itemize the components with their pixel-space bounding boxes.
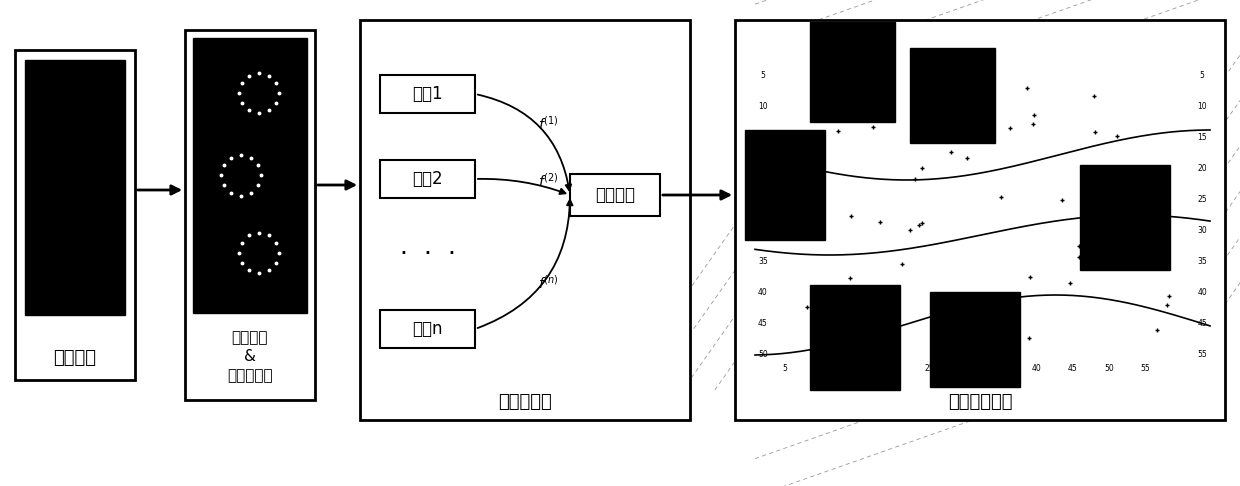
Text: 姿态1: 姿态1 [412, 85, 443, 103]
Text: 55: 55 [1140, 364, 1149, 372]
Text: $f^{(2)}$: $f^{(2)}$ [537, 172, 558, 190]
Text: 20: 20 [888, 364, 898, 372]
Text: 5: 5 [760, 70, 765, 80]
Bar [810, 22, 895, 122]
Text: 45: 45 [1197, 318, 1207, 328]
Bar [360, 20, 689, 420]
Text: 正面姿态: 正面姿态 [595, 186, 635, 204]
Bar [745, 130, 825, 240]
Bar [1080, 165, 1171, 270]
Text: 40: 40 [758, 288, 768, 296]
Text: 15: 15 [758, 133, 768, 141]
Text: 20: 20 [758, 163, 768, 173]
Text: 30: 30 [960, 364, 970, 372]
FancyArrowPatch shape [477, 95, 572, 190]
Text: 20: 20 [1197, 163, 1207, 173]
Bar [379, 75, 475, 113]
Text: 50: 50 [1104, 364, 1114, 372]
FancyArrowPatch shape [477, 200, 573, 328]
Text: 5: 5 [782, 364, 787, 372]
Text: &: & [244, 348, 255, 364]
Text: 姿态n: 姿态n [412, 320, 443, 338]
Text: 5: 5 [1199, 70, 1204, 80]
Bar [735, 20, 1225, 420]
Text: 55: 55 [1197, 349, 1207, 359]
Text: 姿态估计: 姿态估计 [232, 330, 268, 346]
Bar [185, 30, 315, 400]
Bar [910, 48, 994, 143]
Bar [810, 285, 900, 390]
Text: 30: 30 [758, 226, 768, 235]
Text: 10: 10 [758, 102, 768, 110]
Text: 25: 25 [1197, 194, 1207, 204]
FancyArrowPatch shape [477, 179, 565, 194]
Text: 25: 25 [758, 194, 768, 204]
Text: ·  ·  ·: · · · [399, 242, 455, 266]
Text: 输入图像: 输入图像 [53, 349, 97, 367]
Text: 15: 15 [852, 364, 862, 372]
Bar [379, 160, 475, 198]
Text: 40: 40 [1032, 364, 1042, 372]
Text: $f^{(n)}$: $f^{(n)}$ [537, 274, 558, 292]
Bar [379, 310, 475, 348]
Text: 10: 10 [816, 364, 826, 372]
Text: 10: 10 [1197, 102, 1207, 110]
Bar [570, 174, 660, 216]
Text: 正面表情分类: 正面表情分类 [947, 393, 1012, 411]
Bar [930, 292, 1021, 387]
Text: 30: 30 [1197, 226, 1207, 235]
Bar [15, 50, 135, 380]
Text: $f^{(1)}$: $f^{(1)}$ [537, 115, 558, 133]
Text: 45: 45 [758, 318, 768, 328]
Text: 姿态2: 姿态2 [412, 170, 443, 188]
Text: 50: 50 [758, 349, 768, 359]
Text: 特征点定位: 特征点定位 [227, 368, 273, 383]
Text: 25: 25 [924, 364, 934, 372]
Text: 35: 35 [1197, 257, 1207, 265]
Text: 40: 40 [1197, 288, 1207, 296]
Text: 45: 45 [1068, 364, 1078, 372]
Text: 35: 35 [996, 364, 1006, 372]
Bar [25, 60, 125, 315]
Text: 姿态归一化: 姿态归一化 [498, 393, 552, 411]
Text: 15: 15 [1197, 133, 1207, 141]
Text: 35: 35 [758, 257, 768, 265]
Bar [193, 38, 308, 313]
